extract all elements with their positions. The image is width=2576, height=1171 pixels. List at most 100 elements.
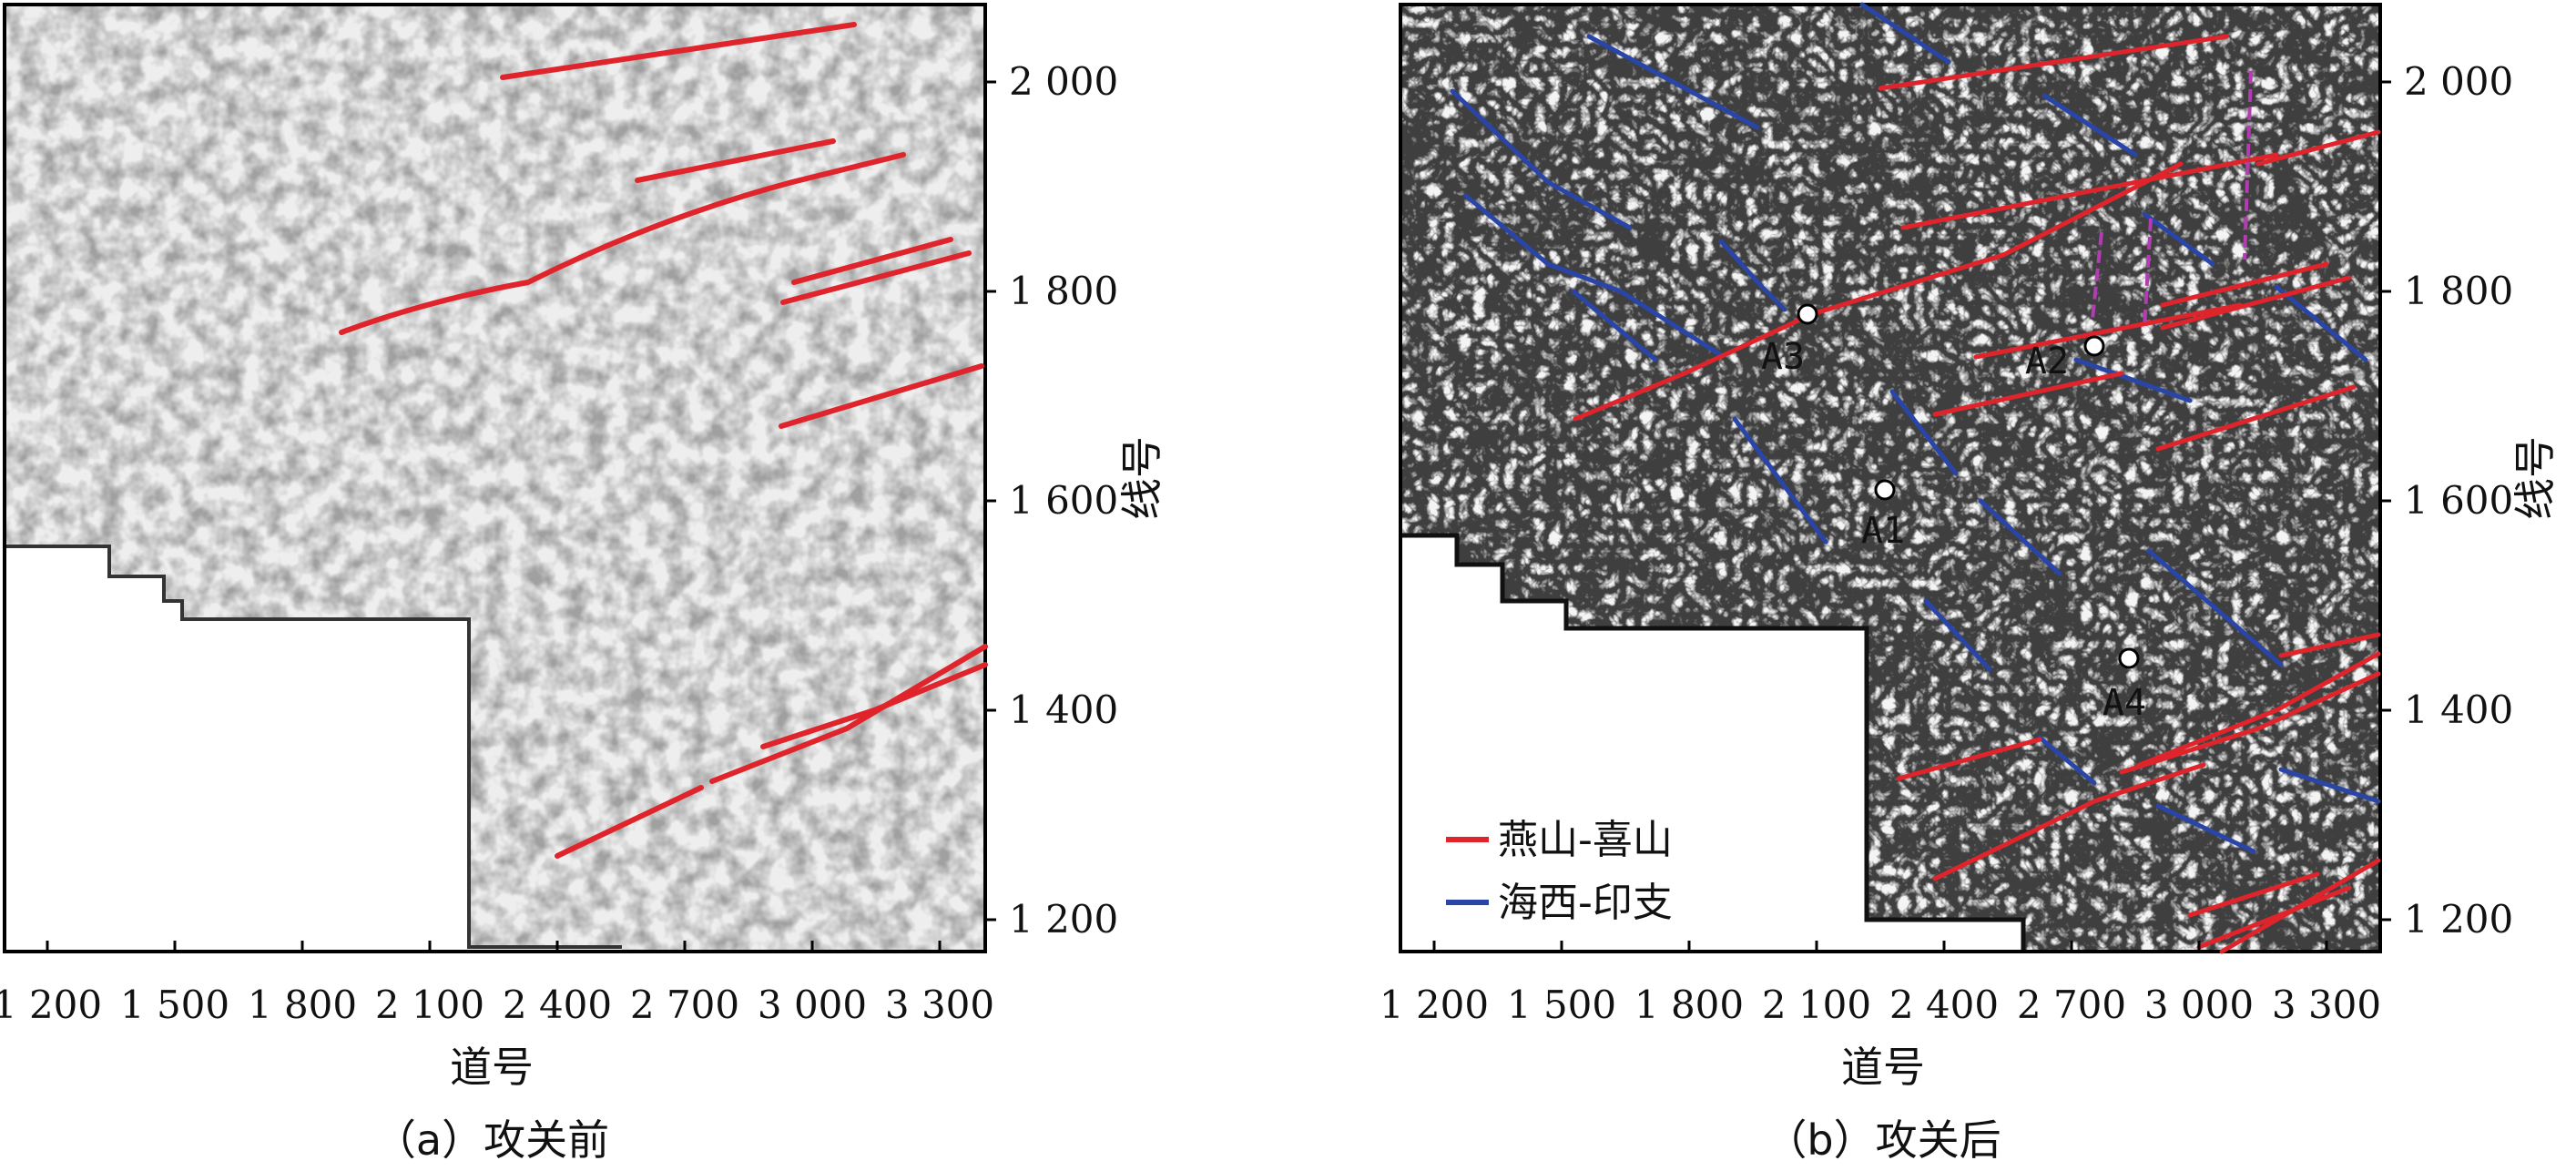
fault-line xyxy=(2274,284,2368,362)
y-tick-label: 1 200 xyxy=(2404,897,2513,942)
panel-a-frame xyxy=(3,3,987,953)
x-axis-label: 道号 xyxy=(1841,1043,1925,1092)
fault-line xyxy=(1932,762,2206,881)
fault-line xyxy=(1450,88,1633,230)
x-tick-label: 2 400 xyxy=(503,983,612,1027)
well-marker xyxy=(2118,647,2140,669)
panel-b-faults-haixi xyxy=(1450,2,2381,854)
x-tick-label: 1 200 xyxy=(1380,983,1489,1027)
fault-line xyxy=(2143,218,2153,329)
panel-a-survey-boundary xyxy=(5,545,622,949)
fault-line xyxy=(1900,152,2279,230)
y-tick-label: 1 600 xyxy=(2404,478,2513,523)
x-tick-label: 1 200 xyxy=(0,983,102,1027)
fault-line xyxy=(1732,416,1828,545)
y-tick-label: 1 600 xyxy=(1009,478,1118,523)
panel-b-faults-minor xyxy=(2091,70,2253,329)
fault-line xyxy=(1923,598,1992,672)
well-marker xyxy=(1797,303,1818,325)
panel-b-frame xyxy=(1399,3,2382,953)
x-axis-label: 道号 xyxy=(450,1043,534,1092)
well-label: A4 xyxy=(2103,682,2146,724)
fault-line xyxy=(1718,239,1787,312)
x-tick-label: 2 400 xyxy=(1889,983,1999,1027)
fault-line xyxy=(779,363,984,429)
fault-line xyxy=(2037,735,2097,786)
y-tick-label: 2 000 xyxy=(2404,59,2513,104)
x-tick-label: 3 000 xyxy=(758,983,867,1027)
fault-line xyxy=(1463,193,1724,358)
x-tick-label: 1 800 xyxy=(248,983,357,1027)
y-tick-label: 1 200 xyxy=(1009,897,1118,942)
fault-line xyxy=(2073,357,2193,403)
y-tick-label: 1 800 xyxy=(1009,269,1118,313)
y-axis-label: 线号 xyxy=(2510,436,2560,520)
fault-line xyxy=(2243,70,2253,260)
y-tick-label: 1 400 xyxy=(2404,687,2513,732)
fault-line xyxy=(2160,261,2329,308)
well-label: A3 xyxy=(1761,336,1805,378)
legend-label: 海西-印支 xyxy=(1498,880,1673,926)
fault-line xyxy=(1878,34,2229,91)
y-axis-label: 线号 xyxy=(1117,436,1166,520)
well-label: A1 xyxy=(1861,510,1905,552)
fault-line xyxy=(1586,34,1760,130)
panel-a: 1 200 1 500 1 800 2 100 2 400 2 700 3 00… xyxy=(0,3,1166,1165)
panel-b-legend: 燕山-喜山 海西-印支 xyxy=(1446,817,1673,926)
fault-line xyxy=(760,662,988,749)
fault-line xyxy=(709,644,988,784)
panel-a-y-axis: 2 000 1 800 1 600 1 400 1 200 线号 xyxy=(985,59,1166,942)
x-tick-label: 2 100 xyxy=(1762,983,1871,1027)
fault-line xyxy=(2119,671,2381,775)
panel-a-faults-yanshan xyxy=(339,22,988,859)
panel-b-y-axis: 2 000 1 800 1 600 1 400 1 200 线号 xyxy=(2380,59,2560,942)
fault-line xyxy=(635,138,836,183)
fault-line xyxy=(2278,767,2381,804)
panel-a-seismic-texture xyxy=(5,5,985,952)
panel-b-survey-boundary xyxy=(1400,533,2026,952)
well-marker xyxy=(1874,479,1896,501)
x-tick-label: 2 700 xyxy=(2017,983,2126,1027)
fault-line xyxy=(1859,2,1951,65)
fault-line xyxy=(2091,231,2103,320)
fault-line xyxy=(2278,632,2381,658)
fault-line xyxy=(2137,651,2381,768)
x-tick-label: 2 700 xyxy=(630,983,739,1027)
fault-line xyxy=(2160,275,2352,331)
fault-line xyxy=(1932,371,2124,417)
fault-line xyxy=(500,22,857,80)
fault-line xyxy=(339,152,906,335)
fault-line xyxy=(791,237,953,285)
panel-b-wells: A1 A2 A3 A4 xyxy=(1761,303,2146,724)
fault-line xyxy=(2155,384,2357,452)
x-tick-label: 3 300 xyxy=(2272,983,2381,1027)
x-tick-label: 3 300 xyxy=(885,983,994,1027)
fault-line xyxy=(1978,498,2062,576)
panel-a-x-axis: 1 200 1 500 1 800 2 100 2 400 2 700 3 00… xyxy=(0,941,994,1092)
fault-line xyxy=(780,250,972,305)
panel-b-caption: （b）攻关后 xyxy=(1765,1115,2001,1165)
fault-line xyxy=(2041,93,2138,158)
y-tick-label: 1 800 xyxy=(2404,269,2513,313)
x-tick-label: 3 000 xyxy=(2144,983,2254,1027)
panel-a-caption: （a）攻关前 xyxy=(374,1115,609,1165)
fault-line xyxy=(1973,302,2243,360)
fault-line xyxy=(2142,211,2215,267)
fault-line xyxy=(1571,289,1658,362)
fault-line xyxy=(2187,871,2320,918)
y-tick-label: 2 000 xyxy=(1009,59,1118,104)
fault-line xyxy=(2255,129,2381,167)
fault-line xyxy=(555,785,704,859)
panel-b-x-axis: 1 200 1 500 1 800 2 100 2 400 2 700 3 00… xyxy=(1380,941,2381,1092)
well-label: A2 xyxy=(2025,341,2069,382)
panel-b: A1 A2 A3 A4 燕山-喜山 海西-印支 1 200 1 500 1 80… xyxy=(1380,2,2560,1165)
y-tick-label: 1 400 xyxy=(1009,687,1118,732)
fault-line xyxy=(1889,389,1959,476)
legend-label: 燕山-喜山 xyxy=(1498,817,1673,863)
x-tick-label: 2 100 xyxy=(375,983,484,1027)
fault-line xyxy=(2219,858,2381,954)
x-tick-label: 1 500 xyxy=(1507,983,1616,1027)
well-marker xyxy=(2083,335,2105,357)
x-tick-label: 1 800 xyxy=(1634,983,1744,1027)
